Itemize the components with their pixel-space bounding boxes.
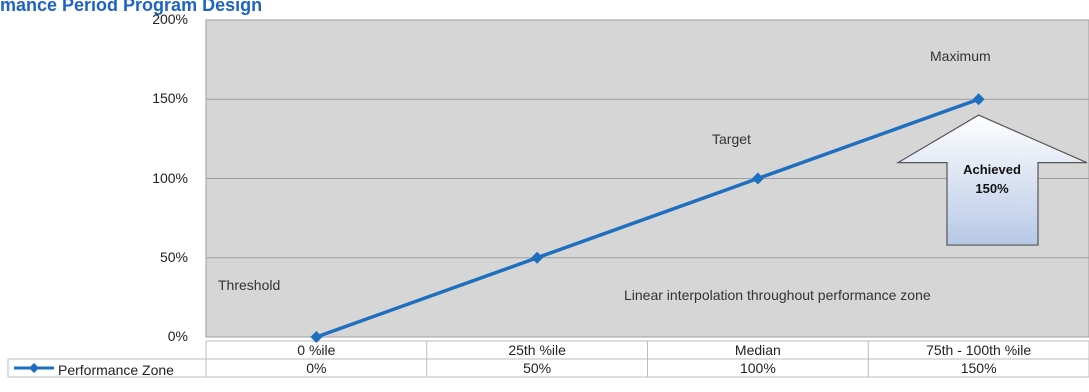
data-point-marker bbox=[310, 331, 323, 343]
legend-series-label: Performance Zone bbox=[58, 362, 174, 378]
y-tick-label: 100% bbox=[152, 169, 188, 186]
interpolation-note: Linear interpolation throughout performa… bbox=[624, 287, 931, 303]
data-table-value: 50% bbox=[523, 360, 552, 376]
y-tick-label: 200% bbox=[152, 11, 188, 27]
data-point-marker bbox=[972, 93, 985, 106]
y-tick-label: 50% bbox=[159, 248, 188, 265]
chart-title: mance Period Program Design bbox=[0, 0, 263, 15]
data-point-marker bbox=[531, 251, 544, 264]
x-category-label: 25th %ile bbox=[508, 342, 566, 358]
x-category-label: 0 %ile bbox=[297, 342, 336, 358]
achieved-callout-line1: Achieved bbox=[963, 162, 1021, 177]
data-table-value: 100% bbox=[739, 360, 776, 376]
legend-marker-swatch bbox=[29, 363, 39, 373]
target-label: Target bbox=[712, 131, 751, 147]
y-tick-label: 0% bbox=[167, 328, 188, 344]
data-table-value: 150% bbox=[960, 360, 997, 376]
data-point-marker bbox=[751, 172, 764, 185]
threshold-label: Threshold bbox=[218, 277, 281, 293]
achieved-callout-arrow bbox=[895, 114, 1088, 246]
x-category-label: Median bbox=[734, 342, 781, 358]
maximum-label: Maximum bbox=[930, 48, 991, 64]
achieved-callout-line2: 150% bbox=[975, 181, 1009, 196]
data-table-value: 0% bbox=[306, 360, 327, 376]
achieved-callout-text: Achieved 150% bbox=[944, 160, 1040, 198]
x-category-label: 75th - 100th %ile bbox=[926, 342, 1032, 358]
y-tick-label: 150% bbox=[152, 90, 188, 107]
series-line-performance-zone bbox=[315, 97, 980, 339]
